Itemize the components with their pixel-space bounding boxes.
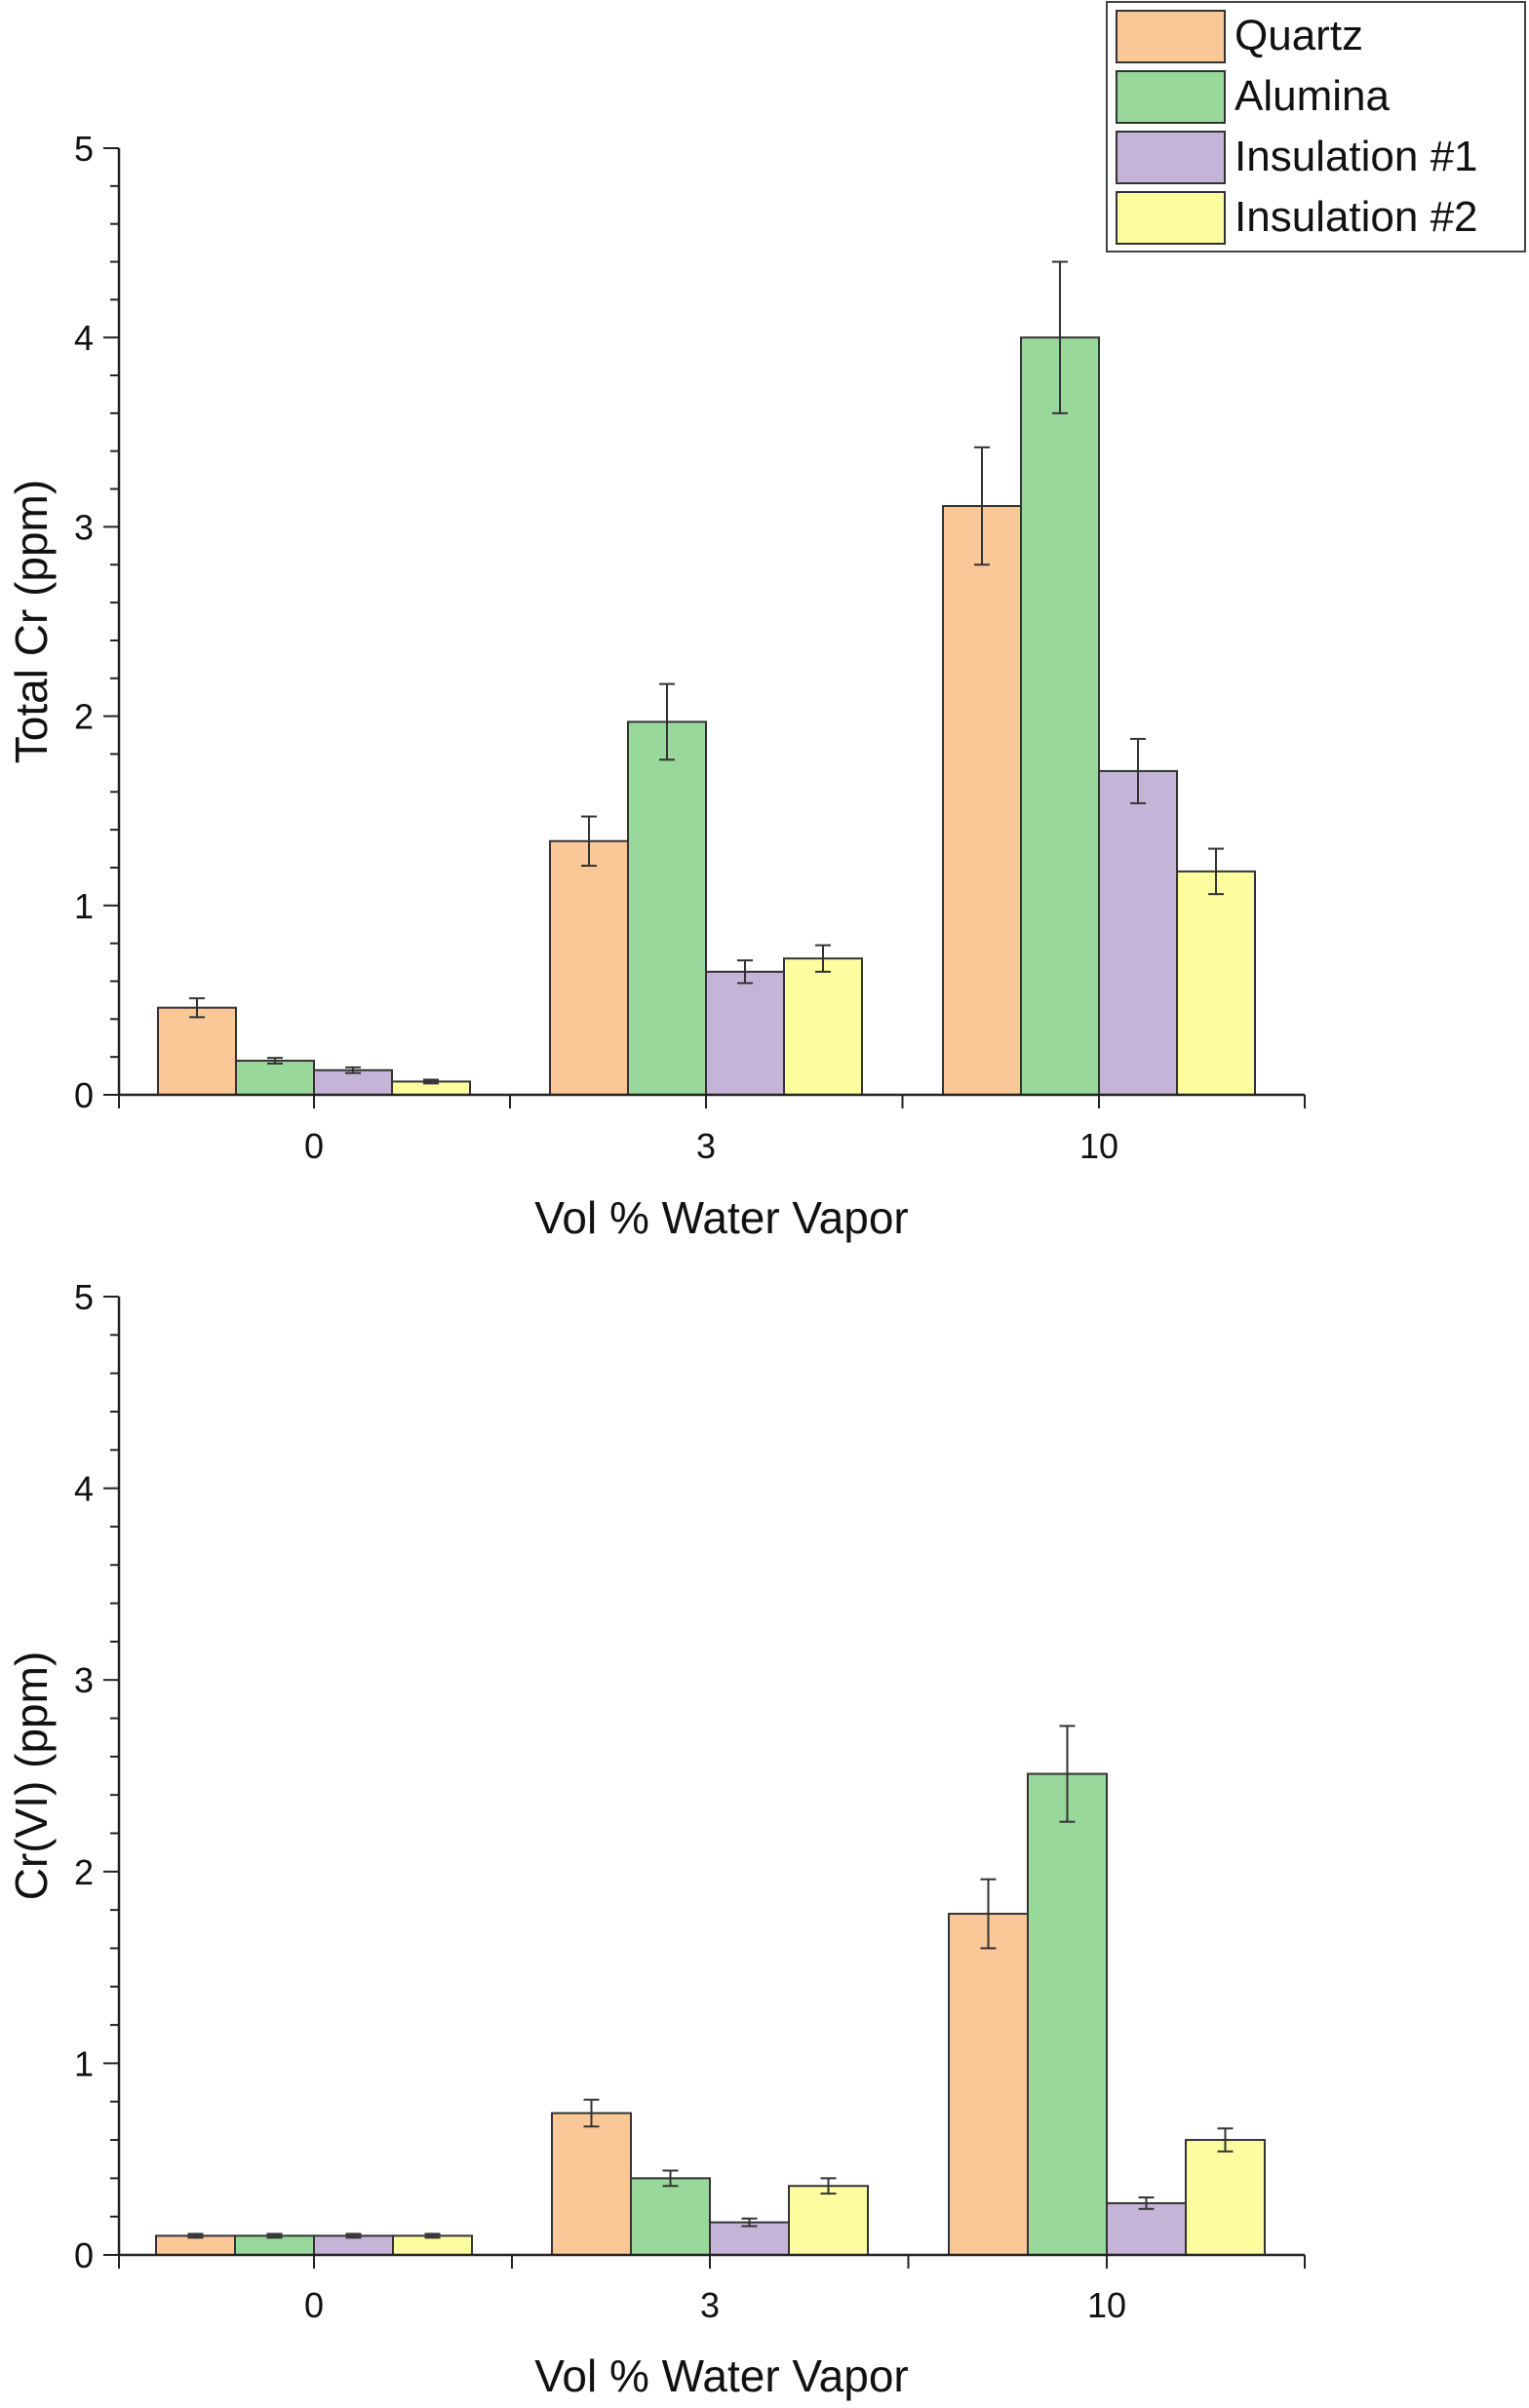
bar-quartz-10 bbox=[942, 505, 1022, 1096]
y-axis-title: Cr(VI) (ppm) bbox=[6, 1651, 57, 1901]
bar-insulation-2-10 bbox=[1185, 2139, 1266, 2257]
legend: Quartz Alumina Insulation #1 Insulation #2 bbox=[1106, 1, 1526, 252]
error-bar bbox=[659, 682, 675, 761]
error-bar bbox=[815, 944, 831, 973]
bar-alumina-3 bbox=[630, 2177, 711, 2257]
bar-insulation-2-3 bbox=[783, 957, 863, 1097]
error-bar bbox=[737, 959, 753, 985]
y-tick-label: 1 bbox=[74, 2043, 94, 2083]
y-tick-label: 4 bbox=[74, 318, 94, 358]
bar-insulation-1-3 bbox=[709, 2221, 790, 2256]
bar-insulation-2-3 bbox=[788, 2185, 869, 2257]
y-tick-label: 4 bbox=[74, 1469, 94, 1509]
y-tick-label: 3 bbox=[74, 507, 94, 547]
error-bar bbox=[741, 2217, 758, 2228]
bar-quartz-3 bbox=[549, 839, 629, 1096]
error-bar bbox=[187, 2233, 204, 2239]
legend-label: Insulation #1 bbox=[1235, 133, 1478, 180]
bar-quartz-3 bbox=[551, 2112, 632, 2257]
bar-alumina-10 bbox=[1027, 1772, 1108, 2257]
x-tick-label: 3 bbox=[700, 2285, 720, 2325]
y-tick-label: 5 bbox=[74, 129, 94, 169]
y-tick-label: 0 bbox=[74, 1075, 94, 1115]
error-bar bbox=[662, 2169, 679, 2188]
y-tick-label: 5 bbox=[74, 1277, 94, 1317]
bar-alumina-10 bbox=[1020, 336, 1100, 1096]
legend-swatch-quartz bbox=[1116, 10, 1226, 63]
error-bar bbox=[1059, 1725, 1076, 1823]
x-axis-title: Vol % Water Vapor bbox=[534, 1192, 909, 1243]
x-tick-label: 0 bbox=[304, 1126, 324, 1166]
error-bar bbox=[423, 1078, 439, 1085]
error-bar bbox=[581, 815, 597, 868]
legend-label: Quartz bbox=[1235, 12, 1363, 59]
x-tick-label: 10 bbox=[1079, 1126, 1118, 1166]
chart-total-cr: 0 1 2 3 4 5 0 3 10 Vol % Water Vapor Total Cr (ppm… bbox=[6, 129, 1306, 1243]
error-bar bbox=[1138, 2196, 1155, 2210]
error-bar bbox=[1217, 2127, 1234, 2153]
chart-cr-vi: 0 1 2 3 4 5 0 3 10 Vol % Water Vapor Cr(VI) (ppm) bbox=[6, 1277, 1306, 2401]
error-bar bbox=[1208, 847, 1224, 896]
error-bar bbox=[1130, 737, 1146, 804]
legend-swatch-insulation-2 bbox=[1116, 191, 1226, 245]
y-axis-title: Total Cr (ppm) bbox=[6, 480, 57, 763]
error-bar bbox=[345, 2233, 362, 2239]
bar-alumina-0 bbox=[235, 1060, 315, 1096]
error-bar bbox=[345, 1066, 361, 1074]
legend-swatch-insulation-1 bbox=[1116, 131, 1226, 184]
y-tick-label: 0 bbox=[74, 2235, 94, 2275]
bar-quartz-0 bbox=[157, 1006, 237, 1096]
error-bar bbox=[974, 446, 990, 566]
bar-insulation-2-10 bbox=[1176, 870, 1256, 1096]
error-bar bbox=[583, 2098, 600, 2128]
bar-alumina-3 bbox=[627, 720, 707, 1097]
legend-label: Alumina bbox=[1235, 72, 1390, 120]
error-bar bbox=[980, 1878, 997, 1950]
bar-insulation-1-3 bbox=[705, 970, 785, 1097]
x-axis-title: Vol % Water Vapor bbox=[534, 2350, 909, 2401]
y-tick-label: 2 bbox=[74, 697, 94, 737]
bar-insulation-1-10 bbox=[1106, 2201, 1187, 2256]
y-tick-label: 3 bbox=[74, 1660, 94, 1700]
error-bar bbox=[267, 1057, 283, 1065]
error-bar bbox=[266, 2233, 283, 2239]
legend-swatch-alumina bbox=[1116, 70, 1226, 124]
error-bar bbox=[189, 996, 205, 1019]
error-bar bbox=[820, 2177, 837, 2195]
x-tick-label: 10 bbox=[1087, 2285, 1126, 2325]
legend-label: Insulation #2 bbox=[1235, 193, 1478, 241]
error-bar bbox=[1052, 260, 1068, 414]
x-tick-label: 3 bbox=[696, 1126, 716, 1166]
y-tick-label: 1 bbox=[74, 886, 94, 926]
bar-insulation-1-10 bbox=[1098, 769, 1178, 1097]
y-tick-label: 2 bbox=[74, 1852, 94, 1892]
x-tick-label: 0 bbox=[304, 2285, 324, 2325]
error-bar bbox=[424, 2233, 441, 2239]
bar-quartz-10 bbox=[948, 1913, 1029, 2256]
